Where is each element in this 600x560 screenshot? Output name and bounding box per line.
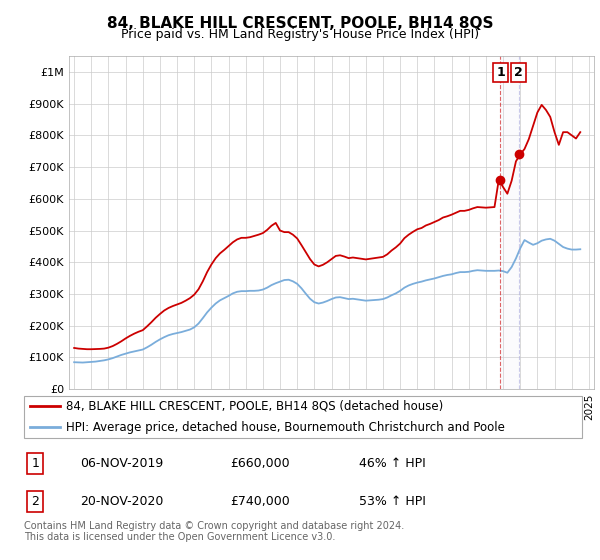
Text: 84, BLAKE HILL CRESCENT, POOLE, BH14 8QS (detached house): 84, BLAKE HILL CRESCENT, POOLE, BH14 8QS… [66,400,443,413]
Text: 53% ↑ HPI: 53% ↑ HPI [359,495,425,508]
Text: 20-NOV-2020: 20-NOV-2020 [80,495,163,508]
FancyBboxPatch shape [24,396,582,438]
Text: 2: 2 [31,495,39,508]
Text: 1: 1 [31,457,39,470]
Text: 84, BLAKE HILL CRESCENT, POOLE, BH14 8QS: 84, BLAKE HILL CRESCENT, POOLE, BH14 8QS [107,16,493,31]
Text: £660,000: £660,000 [230,457,290,470]
Text: £740,000: £740,000 [230,495,290,508]
Text: Contains HM Land Registry data © Crown copyright and database right 2024.
This d: Contains HM Land Registry data © Crown c… [24,521,404,543]
Text: 1: 1 [496,66,505,79]
Text: 46% ↑ HPI: 46% ↑ HPI [359,457,425,470]
Text: HPI: Average price, detached house, Bournemouth Christchurch and Poole: HPI: Average price, detached house, Bour… [66,421,505,434]
Bar [500,56,518,389]
Text: 2: 2 [514,66,523,79]
Text: 06-NOV-2019: 06-NOV-2019 [80,457,163,470]
Text: Price paid vs. HM Land Registry's House Price Index (HPI): Price paid vs. HM Land Registry's House … [121,28,479,41]
